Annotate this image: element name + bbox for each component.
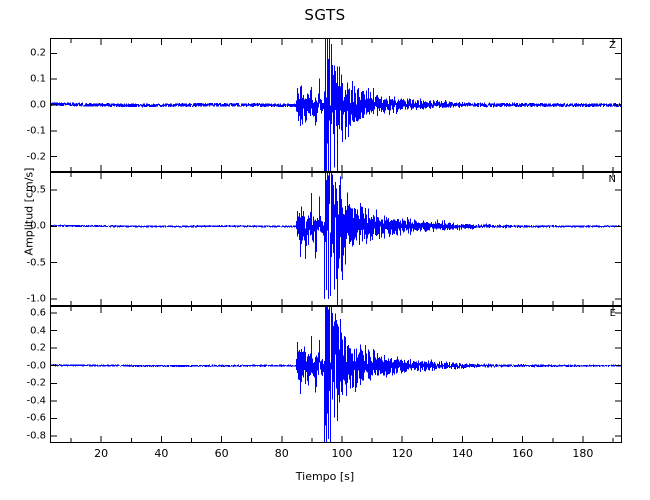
x-axis-tick-label: 80 xyxy=(274,447,289,460)
waveform-n xyxy=(50,172,622,306)
channel-label-n: N xyxy=(608,174,616,185)
y-axis-tick-label: -0.5 xyxy=(26,257,46,269)
y-axis-tick-label: -1.0 xyxy=(26,293,46,305)
y-axis-tick-label: 0.0 xyxy=(30,220,46,232)
y-axis-tick-label: -0.2 xyxy=(26,151,46,163)
channel-label-e: E xyxy=(609,308,616,319)
y-axis-tick-label: 0.2 xyxy=(30,342,46,354)
y-axis-tick-label: -0.6 xyxy=(26,412,46,424)
panel-n: N 0.5 0.0 -0.5 -1.0 xyxy=(26,172,622,306)
x-axis-tick-label: 20 xyxy=(94,447,109,460)
panel-z: Z 0.2 0.1 0.0 -0.1 -0.2 xyxy=(26,38,622,172)
y-axis-tick-label: -0.0 xyxy=(26,360,46,372)
waveform-e xyxy=(50,306,622,443)
y-axis-tick-label: 0.6 xyxy=(30,307,46,319)
y-axis-tick-label: 0.1 xyxy=(30,73,46,85)
x-axis-tick-label: 60 xyxy=(214,447,229,460)
y-axis-label: Amplitud [cm/s] xyxy=(22,167,36,256)
panel-e: E 0.6 0.4 0.2 -0.0 -0.2 -0.4 -0.6 -0.8 xyxy=(26,306,622,443)
x-axis-tick-label: 120 xyxy=(391,447,413,460)
y-axis-tick-label: -0.1 xyxy=(26,125,46,137)
x-axis-tick-label: 180 xyxy=(572,447,594,460)
y-axis-tick-label: 0.5 xyxy=(30,184,46,196)
y-axis-tick-label: -0.8 xyxy=(26,430,46,442)
y-axis-tick-label: -0.2 xyxy=(26,377,46,389)
page-title: SGTS xyxy=(304,6,346,24)
y-axis-tick-label: 0.4 xyxy=(30,325,46,337)
x-axis-tick-label: 40 xyxy=(154,447,169,460)
y-axis-tick-label: 0.0 xyxy=(30,99,46,111)
x-axis-tick-label: 160 xyxy=(512,447,534,460)
x-axis-tick-label: 100 xyxy=(331,447,353,460)
x-axis-label: Tiempo [s] xyxy=(295,470,355,483)
y-axis-tick-label: 0.2 xyxy=(30,47,46,59)
waveform-z xyxy=(50,38,622,172)
y-axis-tick-label: -0.4 xyxy=(26,395,46,407)
channel-label-z: Z xyxy=(609,40,616,51)
x-axis-tick-label: 140 xyxy=(451,447,473,460)
